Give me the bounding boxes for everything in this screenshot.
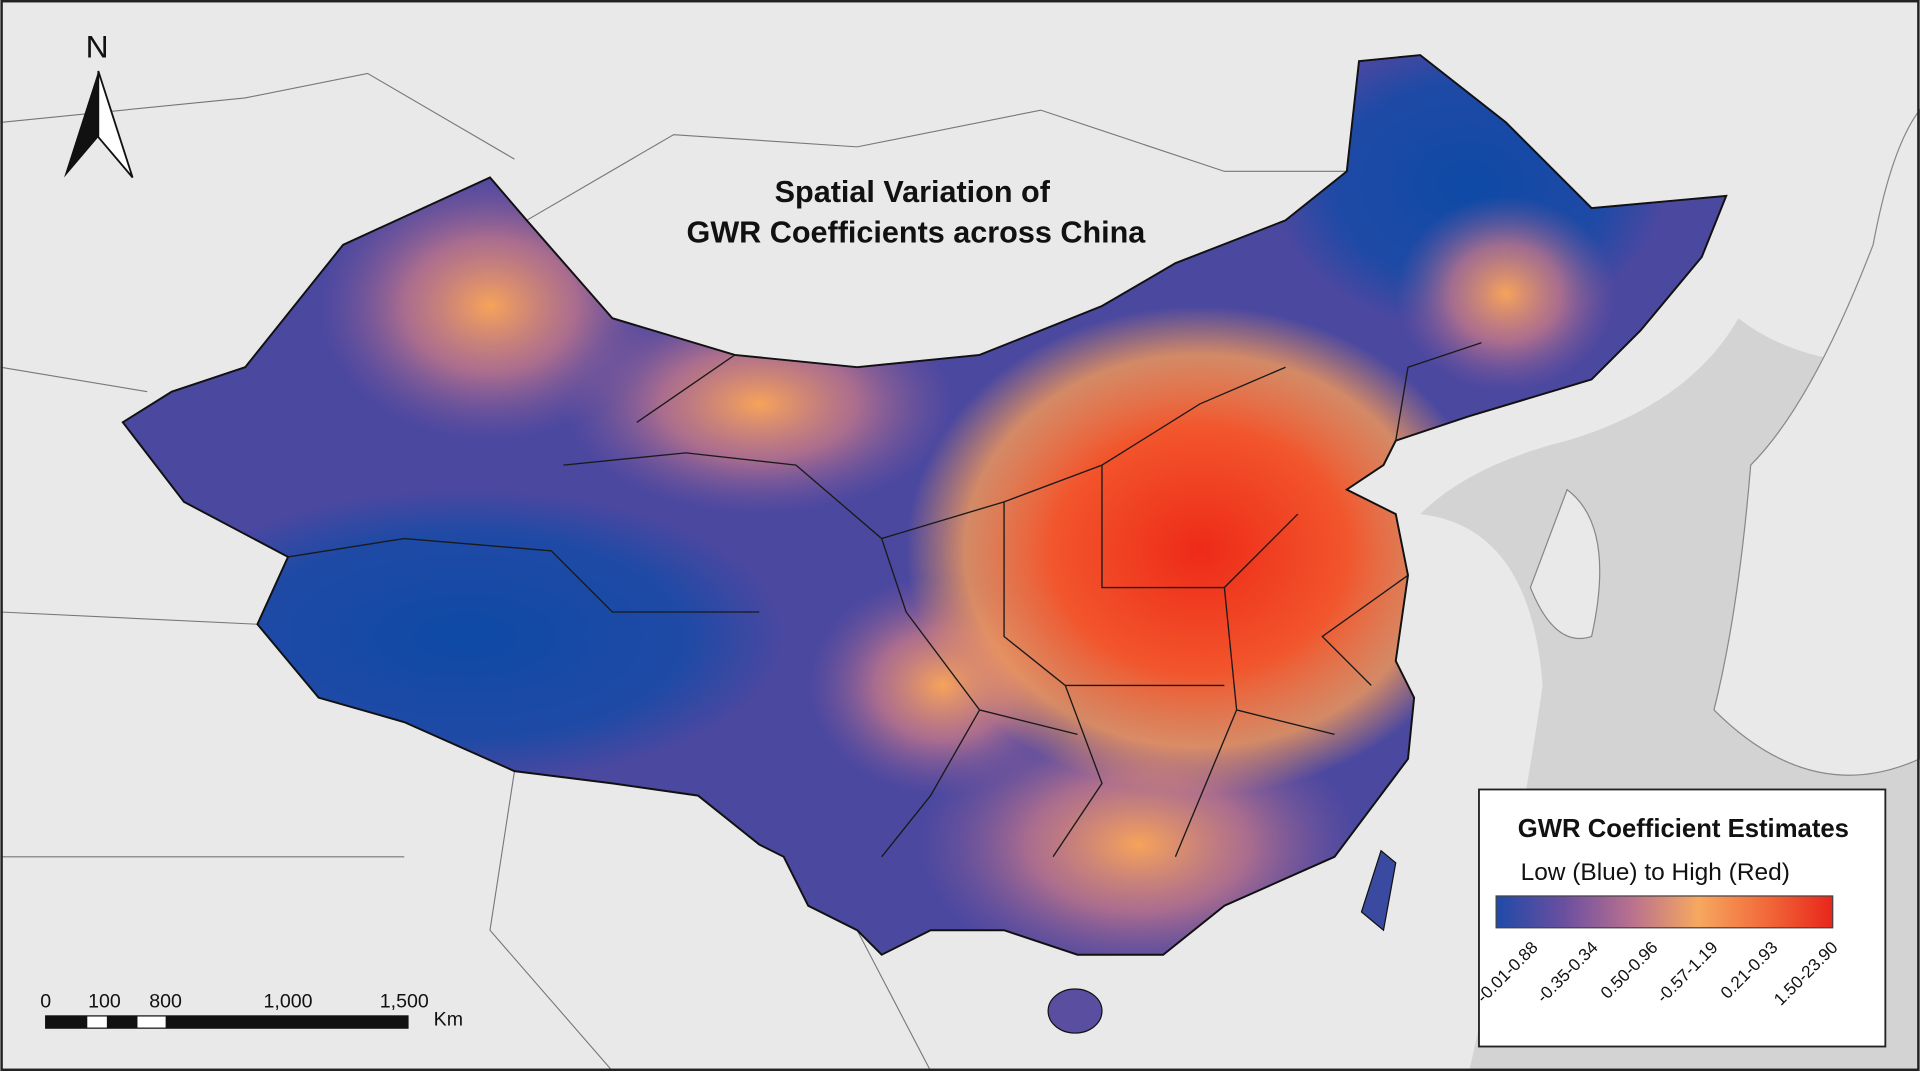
scale-label: 1,000 [264,990,313,1012]
title-line: GWR Coefficients across China [687,215,1147,249]
title: Spatial Variation of GWR Coefficients ac… [687,175,1147,249]
neighbor-borders [0,72,1347,1071]
north-arrow-right [97,70,134,179]
scale-label: 1,500 [380,990,429,1012]
surface-mid [1395,195,1617,392]
scale-label: 100 [88,990,121,1012]
legend: GWR Coefficient Estimates Low (Blue) to … [1472,788,1887,1048]
korea [1529,488,1601,640]
hainan [1047,988,1103,1034]
surface-high [906,306,1494,796]
title-line: Spatial Variation of [775,175,1051,209]
scale-segment [45,1015,88,1029]
legend-subtitle: Low (Blue) to High (Red) [1521,859,1790,886]
scale-bar: Km 0 100 800 1,000 1,500 [40,990,463,1030]
north-label: N [86,29,109,65]
legend-colorbar [1495,895,1834,929]
province-borders [287,342,1482,858]
taiwan [1360,849,1397,932]
scale-label: 0 [40,990,51,1012]
scale-label: 800 [149,990,182,1012]
legend-title: GWR Coefficient Estimates [1518,815,1849,843]
scale-segment [106,1015,138,1029]
scale-unit: Km [434,1009,463,1031]
scale-segment [165,1015,408,1029]
